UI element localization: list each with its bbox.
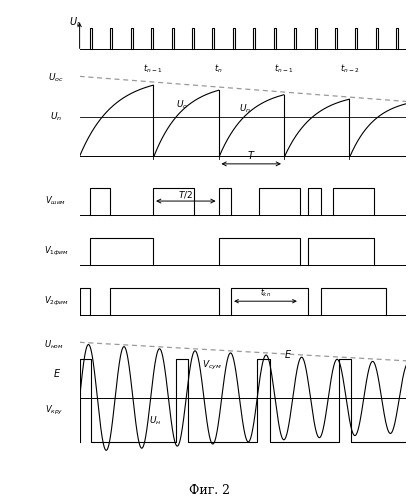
- Text: $U_n$: $U_n$: [50, 110, 62, 123]
- Text: $V_{сум}$: $V_{сум}$: [202, 358, 222, 372]
- Text: $t_{n-1}$: $t_{n-1}$: [274, 62, 294, 75]
- Text: $t_{n-2}$: $t_{n-2}$: [339, 62, 359, 75]
- Text: $t_n$: $t_n$: [214, 62, 223, 75]
- Text: $E$: $E$: [284, 348, 292, 360]
- Text: $U_o$: $U_o$: [176, 98, 188, 111]
- Text: $V_{1фим}$: $V_{1фим}$: [44, 244, 68, 258]
- Text: $U_н$: $U_н$: [149, 415, 161, 428]
- Text: $t_{n-1}$: $t_{n-1}$: [143, 62, 163, 75]
- Text: Фиг. 2: Фиг. 2: [189, 484, 230, 498]
- Text: $E$: $E$: [53, 368, 61, 380]
- Text: $V_{кру}$: $V_{кру}$: [45, 404, 64, 417]
- Text: $U_r$: $U_r$: [69, 15, 81, 28]
- Text: $U_n$: $U_n$: [239, 103, 251, 116]
- Text: $U_{oc}$: $U_{oc}$: [48, 72, 64, 84]
- Text: $V_{2фим}$: $V_{2фим}$: [44, 294, 68, 308]
- Text: $t_{kn}$: $t_{kn}$: [260, 286, 271, 299]
- Text: $V_{шим}$: $V_{шим}$: [45, 195, 67, 207]
- Text: $T/2$: $T/2$: [178, 188, 193, 200]
- Text: $U_{ном}$: $U_{ном}$: [44, 338, 64, 350]
- Text: $T$: $T$: [247, 149, 256, 161]
